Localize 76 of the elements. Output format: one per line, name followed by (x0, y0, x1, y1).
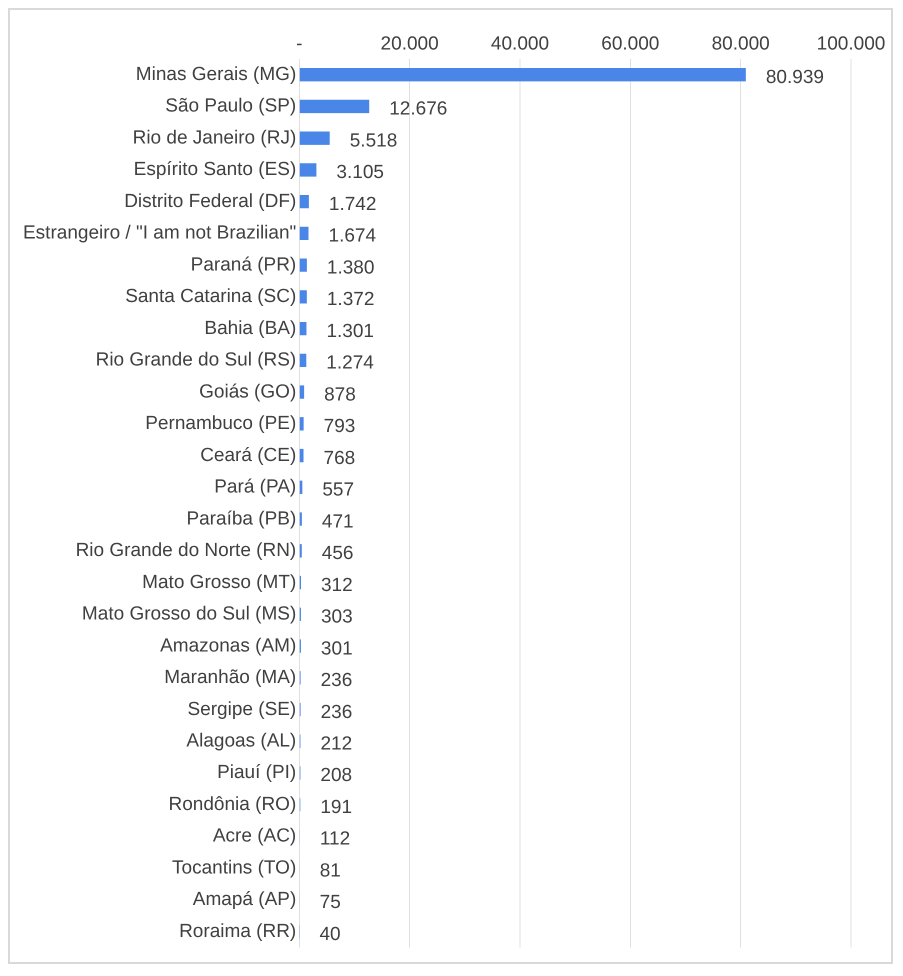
x-tick-label: 80.000 (712, 34, 770, 55)
y-tick-label: Mato Grosso (MT) (142, 572, 296, 593)
data-label: 75 (320, 892, 341, 914)
y-tick-label: Paraná (PR) (190, 254, 296, 276)
y-tick-label: Paraíba (PB) (186, 508, 296, 530)
data-label: 312 (320, 574, 353, 596)
y-tick-label: Goiás (GO) (199, 381, 296, 402)
x-tick-label: 100.000 (816, 34, 886, 55)
data-label: 236 (320, 670, 352, 692)
data-label: 236 (320, 702, 352, 723)
x-tick-label: 20.000 (380, 34, 439, 55)
bar (300, 68, 746, 82)
bar (300, 258, 307, 272)
y-tick-label: Acre (AC) (212, 826, 296, 847)
y-tick-label: Rio de Janeiro (RJ) (132, 127, 296, 148)
bar (300, 163, 316, 177)
y-tick-label: Minas Gerais (MG) (136, 64, 296, 85)
y-tick-label: Tocantins (TO) (172, 857, 296, 878)
x-tick-label: 40.000 (490, 34, 550, 55)
y-tick-label: Pernambuco (PE) (145, 413, 296, 434)
bar (300, 322, 306, 336)
data-label: 303 (320, 606, 353, 628)
data-label: 81 (320, 860, 341, 882)
bar (300, 480, 302, 494)
data-label: 112 (320, 828, 350, 850)
data-label: 557 (322, 480, 354, 501)
y-tick-label: Espírito Santo (ES) (134, 159, 296, 180)
data-label: 5.518 (350, 130, 398, 152)
data-label: 208 (320, 765, 352, 786)
y-tick-label: Piauí (PI) (217, 762, 296, 784)
data-label: 1.742 (328, 194, 376, 215)
data-label: 1.674 (328, 226, 376, 247)
data-label: 471 (322, 511, 354, 532)
bar (300, 226, 309, 240)
y-tick-label: Santa Catarina (SC) (125, 286, 296, 308)
data-label: 12.676 (389, 98, 448, 120)
y-tick-label: Rio Grande do Norte (RN) (76, 540, 296, 562)
data-label: 793 (324, 416, 356, 438)
x-tick-label: 60.000 (601, 34, 660, 55)
y-tick-label: Estrangeiro / "I am not Brazilian" (22, 222, 296, 244)
bar (300, 131, 330, 145)
bar (300, 417, 304, 431)
data-label: 301 (320, 638, 353, 660)
data-label: 1.380 (326, 257, 374, 278)
y-tick-label: Amapá (AP) (192, 889, 296, 910)
data-label: 212 (320, 734, 352, 755)
bar (300, 100, 370, 114)
y-tick-label: Rondônia (RO) (168, 794, 296, 815)
bar (300, 354, 306, 368)
y-tick-label: Bahia (BA) (204, 318, 296, 339)
y-tick-label: Pará (PA) (214, 476, 296, 498)
y-tick-label: Maranhão (MA) (164, 667, 296, 688)
data-label: 456 (322, 543, 354, 564)
bar (300, 448, 304, 462)
data-label: 768 (324, 448, 356, 469)
data-label: 40 (319, 924, 341, 945)
bar (300, 290, 307, 304)
data-label: 1.372 (326, 289, 374, 310)
bar (300, 385, 304, 399)
data-label: 878 (324, 384, 356, 406)
y-tick-label: Amazonas (AM) (160, 635, 296, 656)
bar (300, 194, 309, 208)
data-label: 80.939 (766, 66, 824, 88)
y-tick-label: Ceará (CE) (200, 444, 296, 466)
data-label: 3.105 (336, 162, 384, 184)
y-tick-label: Rio Grande do Sul (RS) (96, 350, 296, 371)
data-label: 1.274 (326, 352, 374, 374)
data-label: 191 (320, 796, 352, 818)
y-tick-label: Roraima (RR) (179, 920, 296, 942)
y-tick-label: Mato Grosso do Sul (MS) (82, 604, 296, 625)
y-tick-label: Alagoas (AL) (186, 730, 296, 752)
x-tick-label: - (296, 34, 302, 55)
data-label: 1.301 (326, 320, 374, 342)
y-tick-label: Distrito Federal (DF) (124, 190, 296, 212)
y-tick-label: Sergipe (SE) (187, 698, 296, 720)
y-tick-label: São Paulo (SP) (165, 96, 296, 117)
